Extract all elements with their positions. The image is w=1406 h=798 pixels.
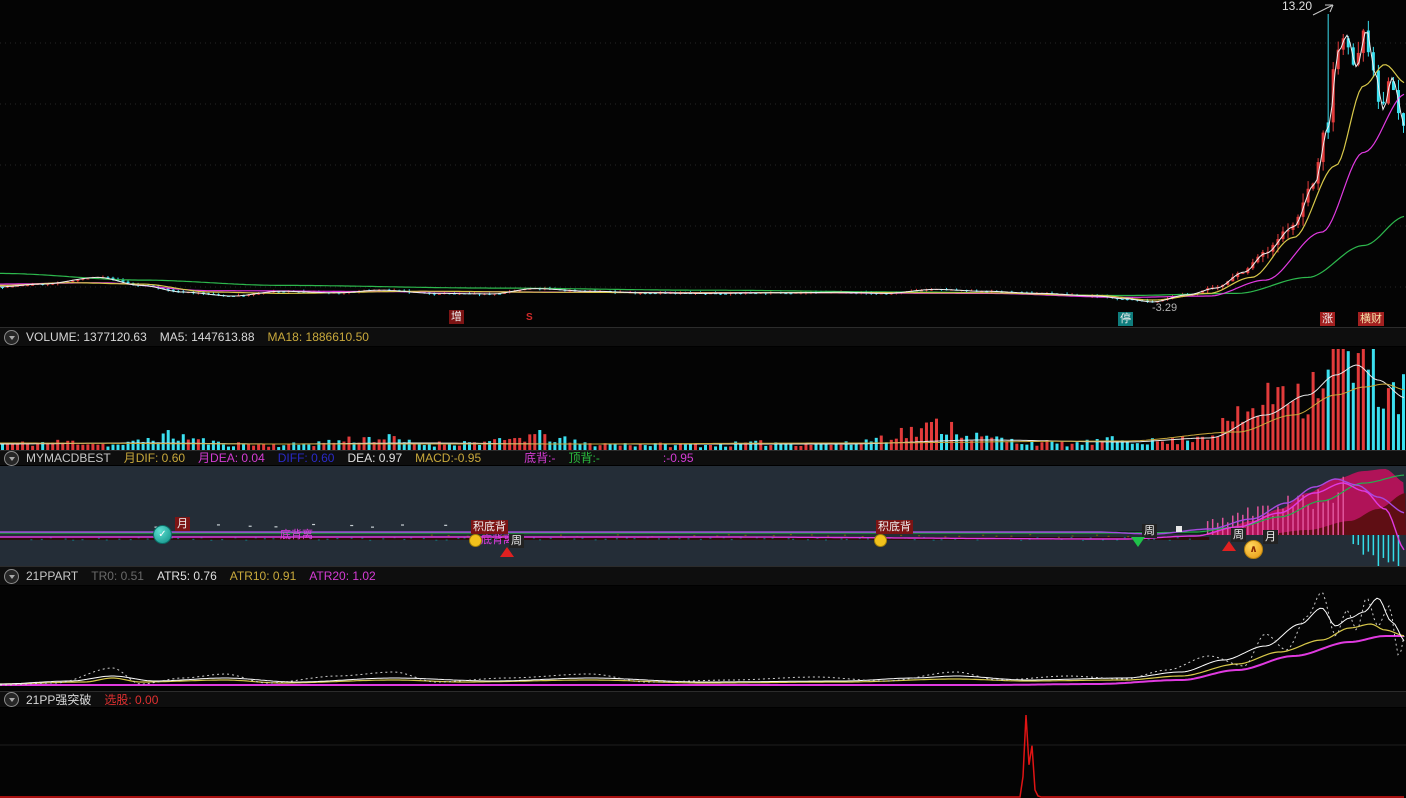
volume-indicator-values: VOLUME: 1377120.63 MA5: 1447613.88 MA18: 1… [26,328,382,346]
header-segment: ATR5: 0.76 [156,569,217,583]
header-segment: :-0.95 [662,451,694,465]
signal-dot-icon [469,534,482,547]
collapse-toggle-icon[interactable] [4,329,19,345]
volume-bar-chart[interactable] [0,347,1406,450]
select-panel-header: 21PP强突破 选股: 0.00 [0,691,1406,708]
signal-label-增: 增 [449,310,464,324]
collapse-toggle-icon[interactable] [4,692,19,707]
signal-label-积底背: 积底背 [471,520,508,534]
header-segment: MYMACDBEST [26,451,111,465]
atr-lines-chart[interactable] [0,586,1406,691]
main-candlestick-chart[interactable] [0,0,1406,327]
macd-panel-header: MYMACDBEST 月DIF: 0.60 月DEA: 0.04 DIFF: 0.60… [0,450,1406,466]
atr-indicator-values: 21PPART TR0: 0.51 ATR5: 0.76 ATR10: 0.91 ATR… [26,567,389,585]
chevron-down-icon [8,574,15,579]
header-segment: 底背:- [524,451,556,465]
signal-label-周: 周 [1231,528,1246,542]
collapse-toggle-icon[interactable] [4,450,19,466]
macd-indicator-chart[interactable] [0,466,1406,566]
header-segment: 21PPART [26,569,79,583]
coin-badge-icon: ∧ [1244,540,1263,559]
signal-label-月: 月 [175,517,190,531]
signal-label-停: 停 [1118,312,1133,326]
chevron-down-icon [8,335,15,340]
header-segment: ATR20: 1.02 [309,569,376,583]
header-segment: 21PP强突破 [26,692,92,707]
signal-label-涨: 涨 [1320,312,1335,326]
annotation-text: -3.29 [1152,302,1178,314]
header-segment: VOLUME: 1377120.63 [26,330,147,344]
signal-label-横财: 横财 [1358,312,1384,326]
header-segment: MACD:-0.95 [415,451,482,465]
annotation-text: 13.20 [1282,0,1313,13]
atr-panel-header: 21PPART TR0: 0.51 ATR5: 0.76 ATR10: 0.91 ATR… [0,566,1406,586]
signal-triangle-down-icon [1131,537,1145,547]
header-segment: MA18: 1886610.50 [267,330,369,344]
annotation-text: S [526,312,533,323]
signal-dot-icon [874,534,887,547]
select-indicator-values: 21PP强突破 选股: 0.00 [26,691,171,709]
signal-label-周: 周 [1142,524,1157,538]
volume-panel-header: VOLUME: 1377120.63 MA5: 1447613.88 MA18: 1… [0,327,1406,347]
header-segment: TR0: 0.51 [91,569,144,583]
collapse-toggle-icon[interactable] [4,568,19,584]
annotation-text: 底背离 [280,529,313,541]
annotation-text: 底背离 [481,534,514,546]
signal-label-周: 周 [509,534,524,548]
signal-square-icon [1176,526,1182,532]
check-badge-icon: ✓ [153,525,172,544]
stock-select-chart[interactable] [0,708,1406,798]
header-segment: 选股: 0.00 [104,692,159,707]
signal-label-月: 月 [1263,530,1278,544]
header-segment: ATR10: 0.91 [229,569,297,583]
header-segment: DIFF: 0.60 [277,451,335,465]
header-segment: 顶背:- [568,451,600,465]
chevron-down-icon [8,698,15,702]
header-segment: DEA: 0.97 [347,451,403,465]
signal-triangle-up-icon [1222,541,1236,551]
chevron-down-icon [8,456,15,461]
signal-label-积底背: 积底背 [876,520,913,534]
header-segment: 月DIF: 0.60 [123,451,186,465]
header-segment: 月DEA: 0.04 [198,451,265,465]
macd-indicator-values: MYMACDBEST 月DIF: 0.60 月DEA: 0.04 DIFF: 0.60… [26,449,707,467]
header-segment: MA5: 1447613.88 [159,330,255,344]
signal-triangle-up-icon [500,547,514,557]
